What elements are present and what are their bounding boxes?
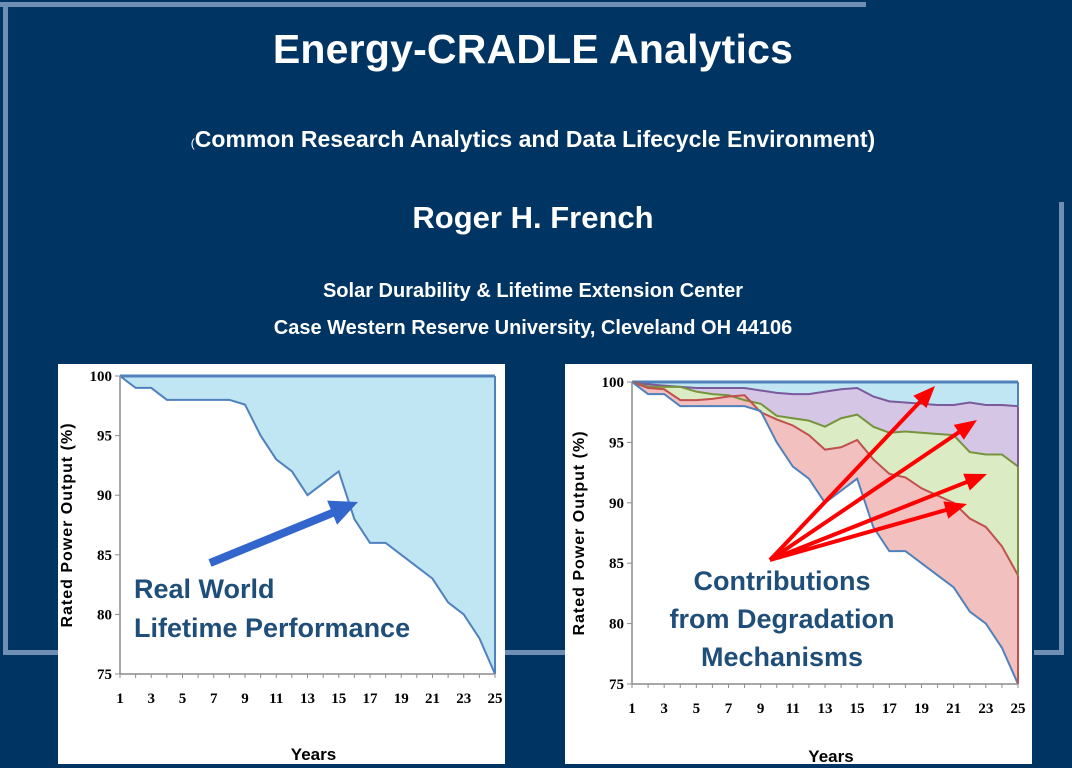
y-tick-label: 80 <box>609 617 624 633</box>
x-tick-label: 7 <box>210 691 218 707</box>
degradation-area <box>120 376 495 674</box>
red-arrow-head-3 <box>963 473 987 491</box>
y-tick-label: 75 <box>97 667 112 683</box>
y-tick-label: 85 <box>97 548 112 564</box>
y-tick-label: 80 <box>97 607 112 623</box>
red-arrow-head-1 <box>913 386 935 409</box>
frame-right-line <box>1059 202 1064 654</box>
x-tick-label: 25 <box>488 691 503 707</box>
x-tick-label: 23 <box>456 691 471 707</box>
red-arrow-shaft-1 <box>768 397 925 562</box>
x-tick-label: 3 <box>660 701 668 717</box>
x-tick-label: 19 <box>914 701 929 717</box>
annotation-line1: Real World <box>134 574 275 604</box>
y-tick-label: 95 <box>609 435 624 451</box>
red-arrow-head-2 <box>953 420 977 440</box>
subtitle-open-paren: ( <box>190 136 195 150</box>
x-axis-title: Years <box>808 747 853 764</box>
band-red <box>632 382 1018 684</box>
x-tick-label: 25 <box>1011 701 1026 717</box>
page-subtitle: (Common Research Analytics and Data Life… <box>0 126 1066 153</box>
x-tick-label: 5 <box>693 701 701 717</box>
x-tick-label: 9 <box>241 691 249 707</box>
x-tick-label: 3 <box>148 691 156 707</box>
x-tick-label: 11 <box>786 701 800 717</box>
x-tick-label: 21 <box>946 701 961 717</box>
x-tick-label: 21 <box>425 691 440 707</box>
frame-top-line <box>0 2 866 7</box>
annotation-arrow-shaft <box>208 505 344 567</box>
x-tick-label: 19 <box>394 691 409 707</box>
y-tick-label: 90 <box>609 496 624 512</box>
y-axis-title: Rated Power Output (%) <box>59 422 76 627</box>
chart-real-world: 75 80 85 90 95 100 1 3 5 7 9 11 13 15 17 19 21 23 25 Rated … <box>58 364 505 764</box>
series-line <box>119 375 496 675</box>
x-tick-label: 1 <box>116 691 124 707</box>
x-tick-label: 1 <box>628 701 636 717</box>
frame-bottom-line-mid <box>503 650 567 655</box>
x-tick-label: 15 <box>850 701 865 717</box>
y-tick-label: 100 <box>602 375 625 391</box>
subtitle-text: Common Research Analytics and Data Lifec… <box>194 126 876 152</box>
affiliation-university: Case Western Reserve University, Clevela… <box>273 317 793 339</box>
annotation-line2: from Degradation <box>669 604 894 634</box>
band-purple <box>632 382 1018 467</box>
frame-left-line <box>3 2 8 654</box>
x-tick-label: 13 <box>300 691 315 707</box>
y-tick-label: 90 <box>97 488 112 504</box>
annotation-arrow-head <box>327 500 358 525</box>
x-tick-label: 17 <box>882 701 898 717</box>
frame-bottom-line-left <box>3 650 61 655</box>
author-name: Roger H. French <box>412 200 654 235</box>
annotation-line1: Contributions <box>694 566 871 596</box>
y-tick-label: 100 <box>90 369 113 385</box>
annotation-line2: Lifetime Performance <box>134 613 410 643</box>
x-tick-label: 5 <box>179 691 187 707</box>
x-axis-title: Years <box>291 745 336 764</box>
y-tick-label: 85 <box>609 556 624 572</box>
affiliation-center: Solar Durability & Lifetime Extension Ce… <box>322 280 744 302</box>
y-tick-label: 95 <box>97 429 112 445</box>
band-green <box>632 382 1018 576</box>
series-line-1 <box>631 381 1019 408</box>
x-tick-label: 13 <box>818 701 833 717</box>
x-tick-label: 7 <box>725 701 733 717</box>
y-tick-label: 75 <box>609 677 624 693</box>
x-tick-label: 23 <box>978 701 993 717</box>
x-tick-label: 15 <box>331 691 346 707</box>
annotation-line3: Mechanisms <box>701 642 863 672</box>
x-tick-label: 9 <box>757 701 765 717</box>
x-tick-label: 17 <box>363 691 379 707</box>
frame-bottom-line-right <box>1034 650 1064 655</box>
x-tick-label: 11 <box>269 691 283 707</box>
page-title: Energy-CRADLE Analytics <box>272 26 794 72</box>
red-arrow-shaft-3 <box>769 478 972 562</box>
red-arrow-shaft-2 <box>768 428 964 562</box>
red-arrow-shaft-4 <box>769 506 951 562</box>
chart-degradation: 75 80 85 90 95 100 1 3 5 7 9 11 13 15 17 19 21 23 25 Rated … <box>565 364 1032 764</box>
red-arrow-head-4 <box>943 501 967 519</box>
y-axis-title: Rated Power Output (%) <box>571 430 588 635</box>
